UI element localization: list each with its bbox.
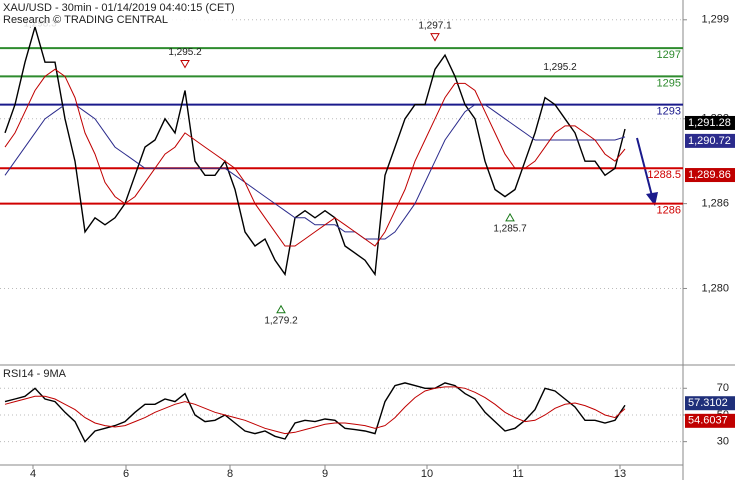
- plot: 1,2991,2921,2861,28046891011131297129512…: [0, 14, 735, 480]
- level-label: 1293: [657, 106, 681, 118]
- forecast-arrowhead: [646, 192, 658, 206]
- y-tick-label: 1,299: [701, 14, 729, 26]
- price-tag: [685, 133, 735, 148]
- x-tick-label: 13: [614, 468, 626, 480]
- x-tick-label: 11: [512, 468, 523, 480]
- annotation: 1,295.2: [543, 62, 577, 73]
- price-tag: [685, 115, 735, 130]
- price-tag: [685, 413, 735, 428]
- annotation: 1,297.1: [418, 20, 452, 31]
- low-marker: [505, 212, 515, 222]
- price-tag-label: 1,290.72: [688, 135, 731, 147]
- x-tick-label: 8: [227, 468, 233, 480]
- level-label: 1288.5: [647, 169, 681, 181]
- series-line: [4, 104, 626, 240]
- series-line: [4, 24, 626, 277]
- series-line: [4, 382, 626, 443]
- level-label: 1295: [657, 77, 681, 89]
- x-tick-label: 4: [30, 468, 36, 480]
- x-tick-label: 9: [322, 468, 328, 480]
- price-tag-label: 54.6037: [688, 415, 728, 427]
- y-tick-label: 1,286: [701, 198, 729, 210]
- annotation: 1,295.2: [168, 47, 202, 58]
- source: Research © TRADING CENTRAL: [3, 14, 168, 26]
- level-label: 1286: [657, 205, 681, 217]
- annotation: 1,279.2: [264, 315, 298, 326]
- title-backdrop: [0, 0, 230, 27]
- y-tick-label: 70: [717, 382, 729, 394]
- x-tick-label: 6: [123, 468, 129, 480]
- y-tick-label: 1,280: [701, 282, 729, 294]
- low-marker: [276, 304, 286, 314]
- y-tick-label: 30: [717, 436, 729, 448]
- forecast-arrow: [636, 137, 653, 197]
- x-tick-label: 10: [421, 468, 433, 480]
- chart-title: XAU/USD - 30min - 01/14/2019 04:40:15 (C…: [3, 2, 235, 14]
- level-label: 1297: [657, 49, 681, 61]
- high-marker: [180, 60, 190, 69]
- price-tag-label: 1,291.28: [688, 117, 731, 129]
- high-marker: [430, 33, 440, 42]
- price-tag-label: 57.3102: [688, 397, 728, 409]
- annotation: 1,285.7: [493, 224, 527, 235]
- price-tag: [685, 396, 735, 411]
- series-line: [4, 68, 626, 247]
- price-tag-label: 1,289.86: [688, 169, 731, 181]
- price-tag: [685, 168, 735, 183]
- series-line: [4, 386, 626, 435]
- panel-title: RSI14 - 9MA: [3, 368, 67, 380]
